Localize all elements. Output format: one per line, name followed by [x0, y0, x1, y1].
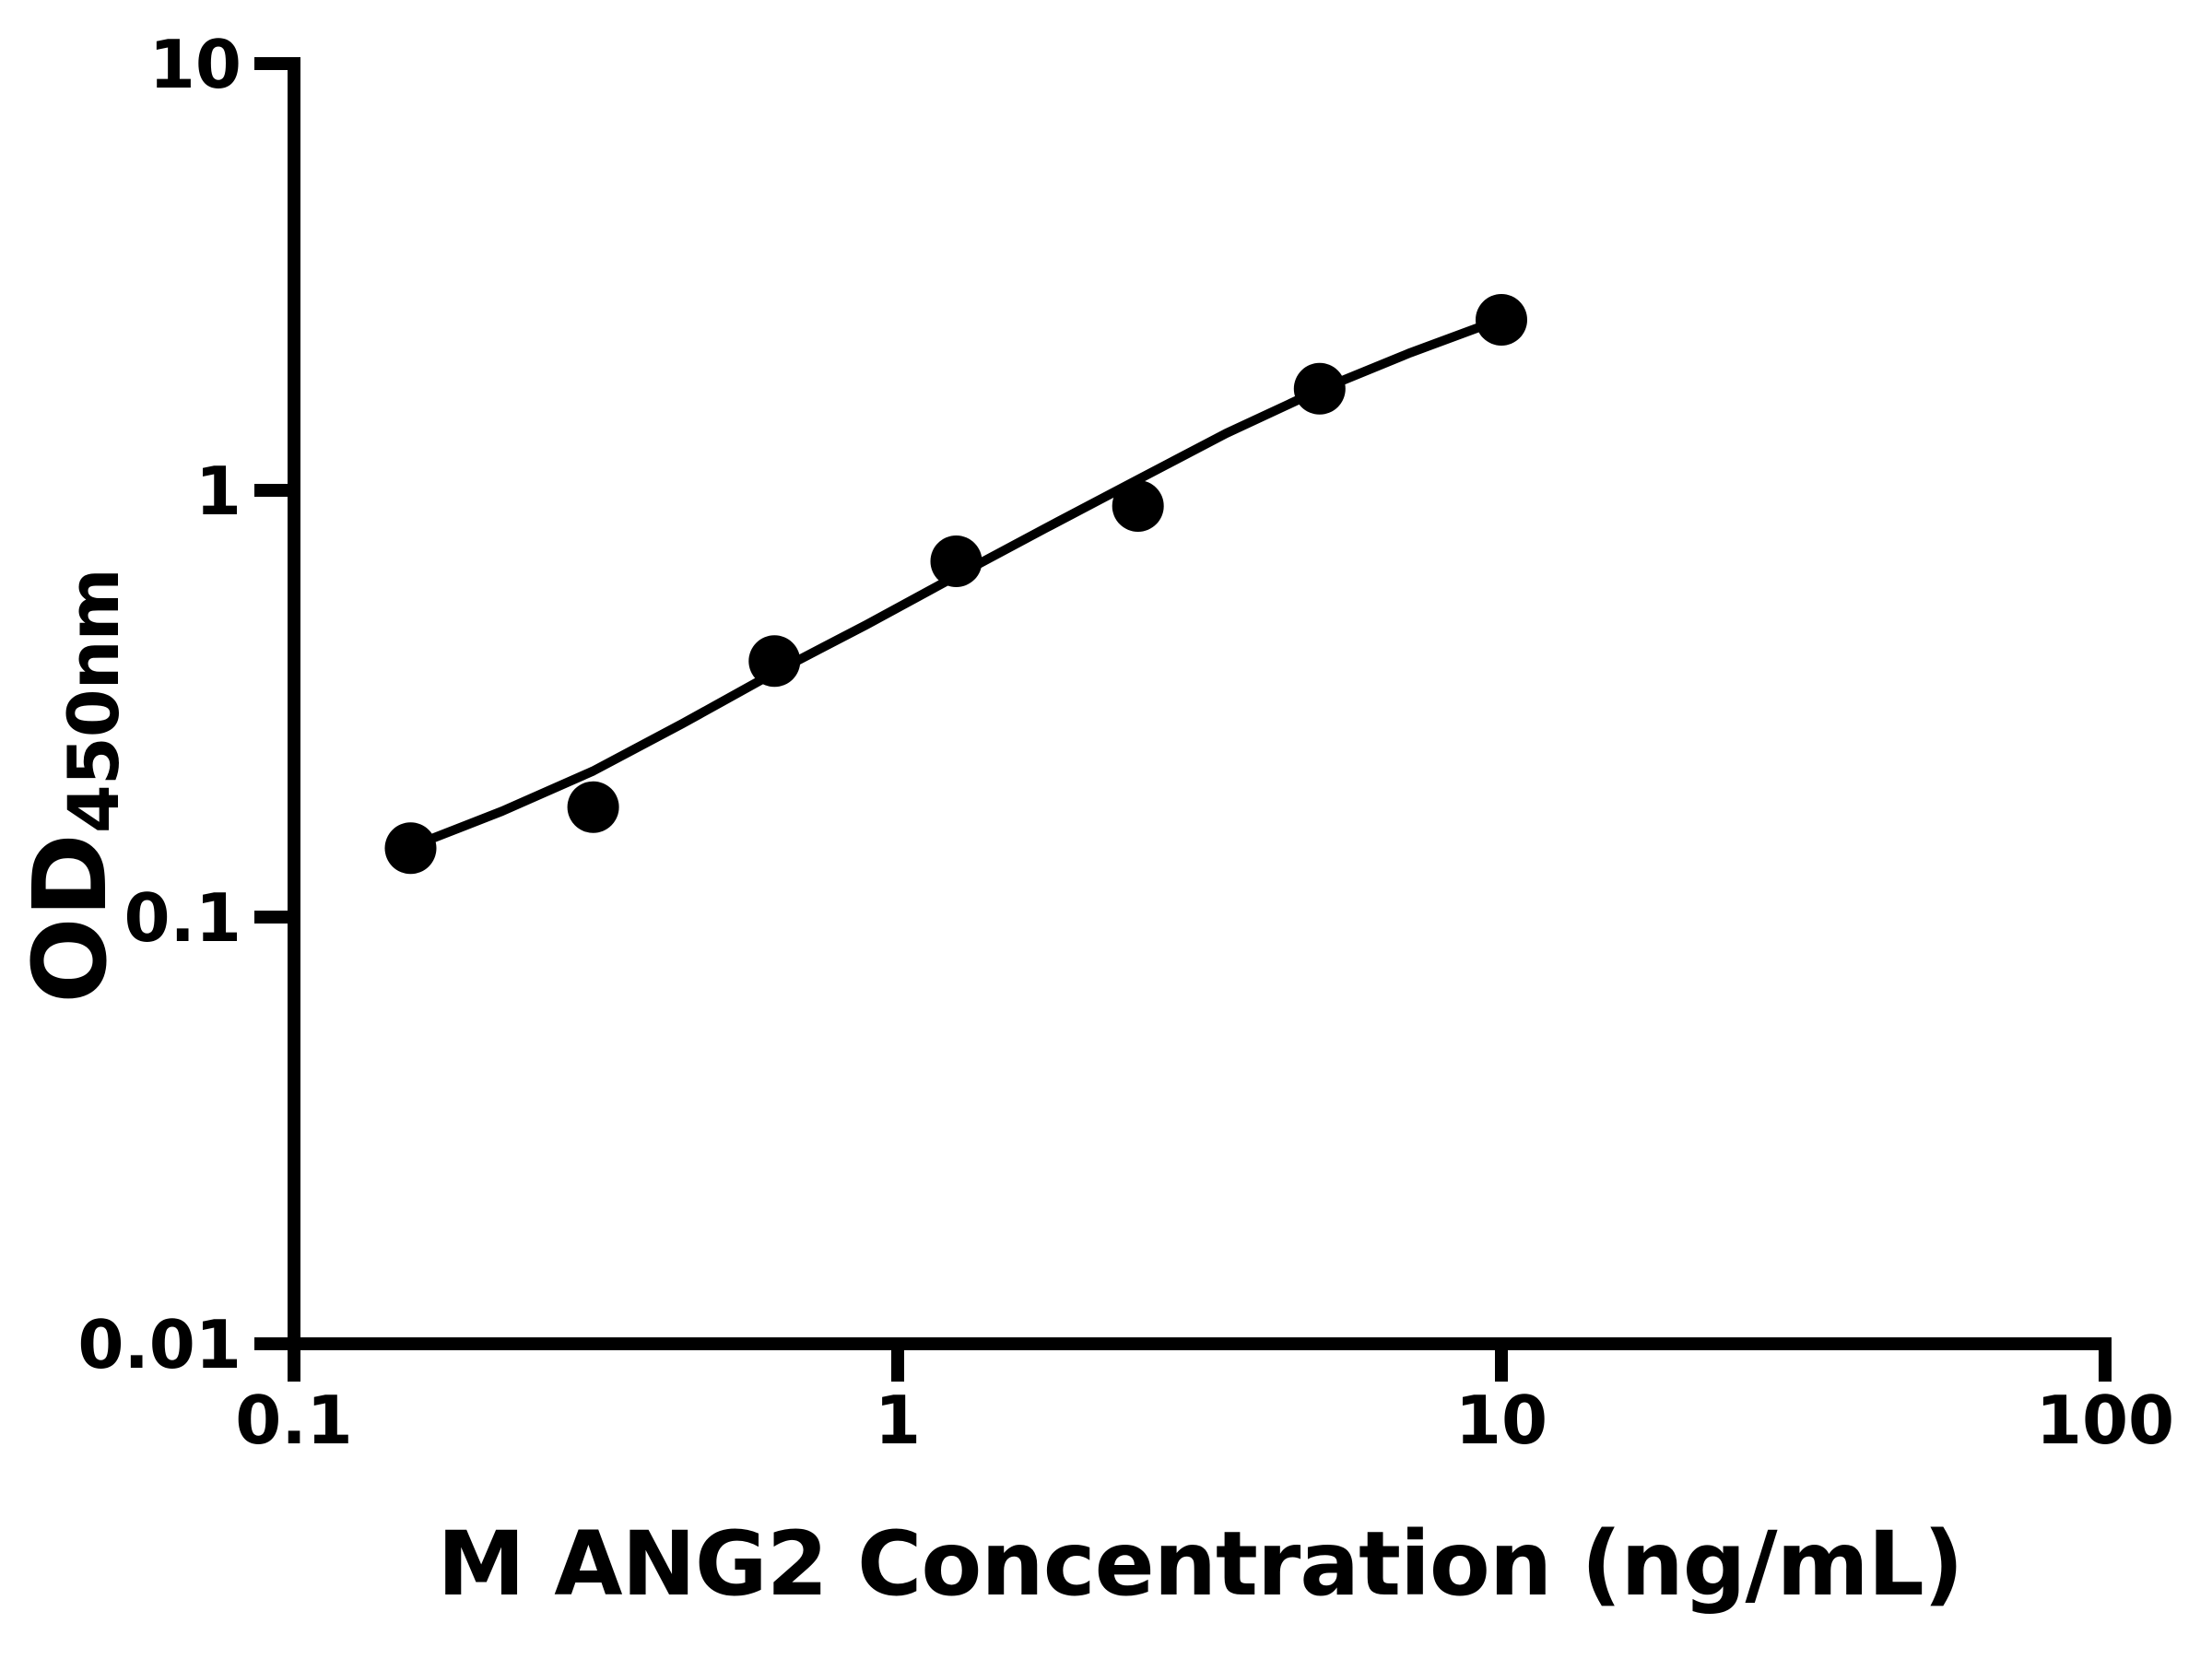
- y-tick-label-1: 1: [194, 453, 241, 530]
- y-tick-label-0.01: 0.01: [77, 1306, 241, 1383]
- y-tick-label-10: 10: [148, 26, 241, 103]
- x-tick-label-10: 10: [1454, 1382, 1548, 1459]
- data-point-3: [748, 635, 801, 688]
- x-axis-title: M ANG2 Concentration (ng/mL): [288, 1520, 2112, 1608]
- y-axis-title-subscript: 450nm: [53, 569, 135, 834]
- fit-curve: [406, 314, 1506, 852]
- x-axis-title-text: M ANG2 Concentration (ng/mL): [437, 1512, 1963, 1616]
- data-point-5: [1112, 480, 1164, 532]
- y-tick-label-0.1: 0.1: [124, 879, 241, 957]
- x-tick-label-100: 100: [2035, 1382, 2175, 1459]
- x-tick-label-1: 1: [874, 1382, 922, 1459]
- y-axis-title: OD450nm: [1, 510, 139, 1063]
- x-tick-label-0.1: 0.1: [235, 1382, 353, 1459]
- data-point-2: [567, 781, 619, 833]
